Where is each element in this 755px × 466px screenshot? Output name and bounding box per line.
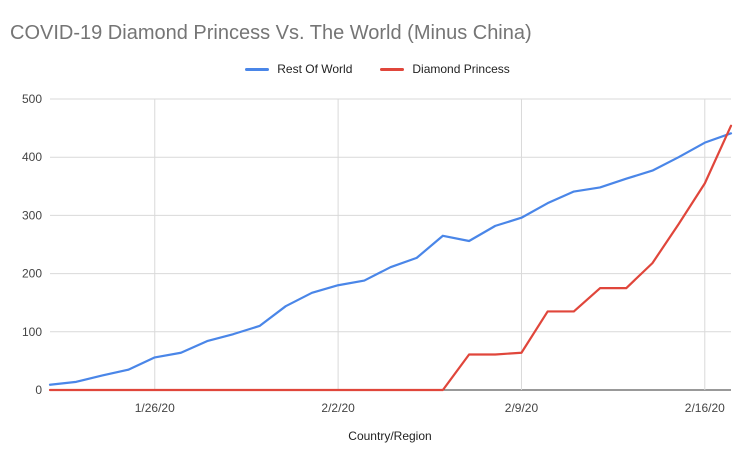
- x-tick-label-1: 2/2/20: [321, 401, 355, 415]
- series-line-rest-of-world: [48, 132, 733, 386]
- y-tick-label-300: 300: [22, 208, 42, 222]
- x-tick-label-3: 2/16/20: [685, 401, 725, 415]
- x-axis-label: Country/Region: [348, 429, 432, 443]
- y-tick-label-500: 500: [22, 92, 42, 106]
- legend-item-diamond-princess[interactable]: Diamond Princess: [380, 62, 510, 76]
- chart-title: COVID-19 Diamond Princess Vs. The World …: [10, 22, 532, 44]
- y-tick-label-0: 0: [35, 383, 42, 397]
- legend-swatch-rest-of-world: [245, 67, 270, 71]
- legend-label-diamond-princess: Diamond Princess: [412, 62, 510, 76]
- y-tick-label-200: 200: [22, 267, 42, 281]
- legend: Rest Of World Diamond Princess: [0, 62, 755, 76]
- legend-item-rest-of-world[interactable]: Rest Of World: [245, 62, 352, 76]
- y-tick-label-100: 100: [22, 325, 42, 339]
- x-tick-label-0: 1/26/20: [135, 401, 175, 415]
- legend-label-rest-of-world: Rest Of World: [277, 62, 353, 76]
- x-tick-label-2: 2/9/20: [505, 401, 539, 415]
- series-line-diamond-princess: [48, 124, 733, 392]
- y-tick-label-400: 400: [22, 150, 42, 164]
- legend-swatch-diamond-princess: [380, 67, 405, 71]
